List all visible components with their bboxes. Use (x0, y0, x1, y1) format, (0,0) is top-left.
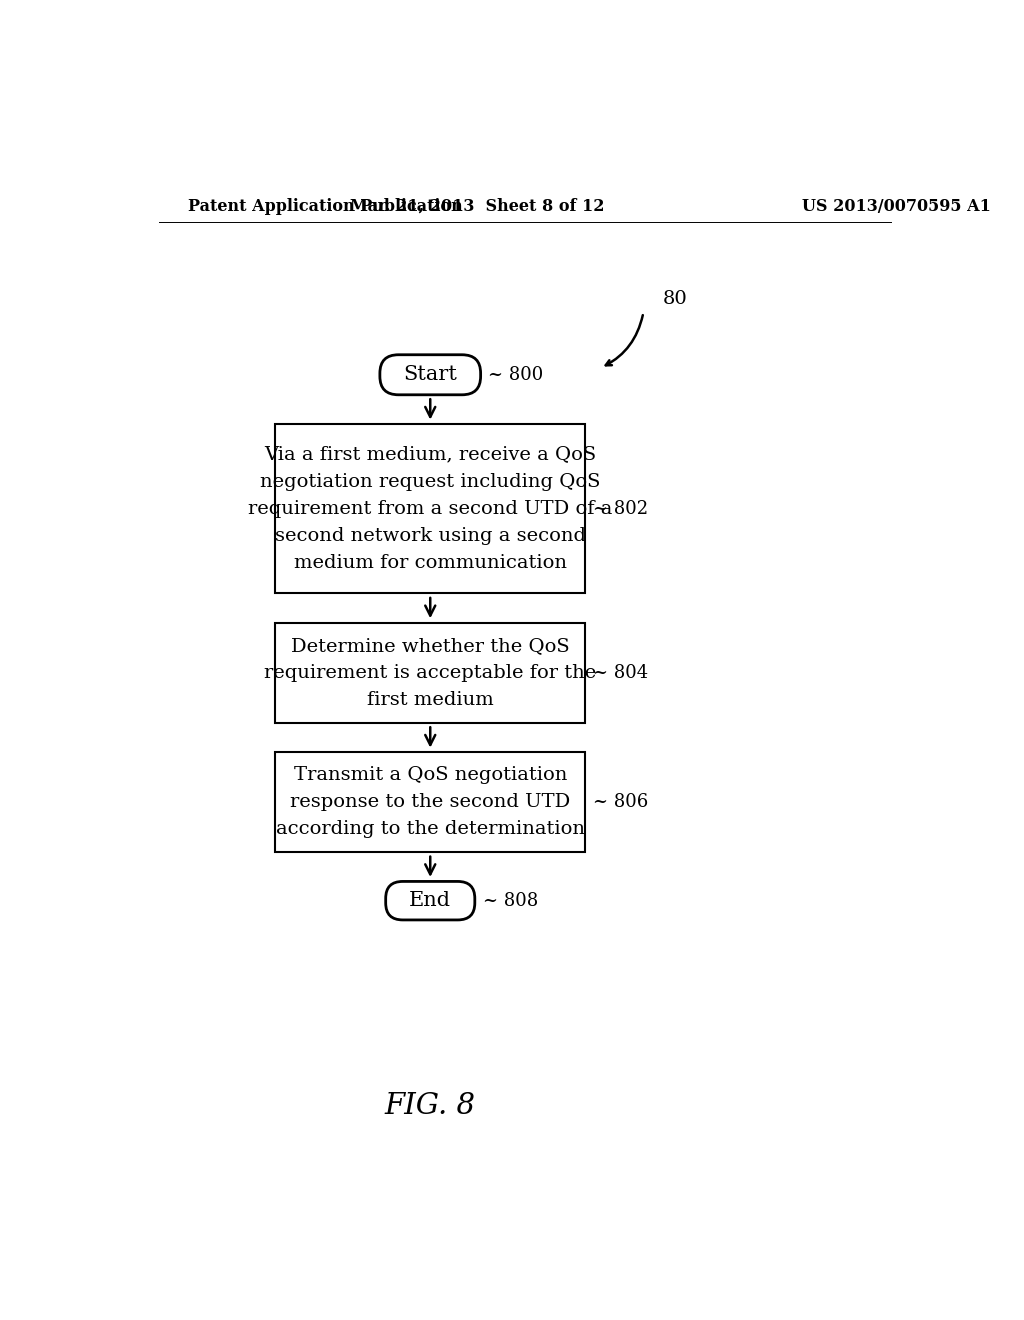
FancyBboxPatch shape (275, 623, 586, 723)
Text: ~ 802: ~ 802 (593, 500, 648, 517)
Text: ~ 808: ~ 808 (482, 892, 538, 909)
Text: End: End (410, 891, 452, 911)
FancyBboxPatch shape (275, 424, 586, 594)
Text: Start: Start (403, 366, 457, 384)
Text: Determine whether the QoS
requirement is acceptable for the
first medium: Determine whether the QoS requirement is… (264, 636, 596, 709)
Text: Patent Application Publication: Patent Application Publication (188, 198, 463, 215)
Text: US 2013/0070595 A1: US 2013/0070595 A1 (802, 198, 991, 215)
Text: Mar. 21, 2013  Sheet 8 of 12: Mar. 21, 2013 Sheet 8 of 12 (349, 198, 604, 215)
Text: ~ 800: ~ 800 (488, 366, 544, 384)
Text: Via a first medium, receive a QoS
negotiation request including QoS
requirement : Via a first medium, receive a QoS negoti… (248, 446, 612, 572)
FancyBboxPatch shape (380, 355, 480, 395)
Text: 80: 80 (663, 290, 687, 309)
Text: FIG. 8: FIG. 8 (385, 1092, 476, 1119)
FancyBboxPatch shape (386, 882, 475, 920)
FancyBboxPatch shape (275, 752, 586, 853)
Text: ~ 806: ~ 806 (593, 793, 648, 810)
Text: Transmit a QoS negotiation
response to the second UTD
according to the determina: Transmit a QoS negotiation response to t… (275, 766, 585, 838)
Text: ~ 804: ~ 804 (593, 664, 648, 681)
